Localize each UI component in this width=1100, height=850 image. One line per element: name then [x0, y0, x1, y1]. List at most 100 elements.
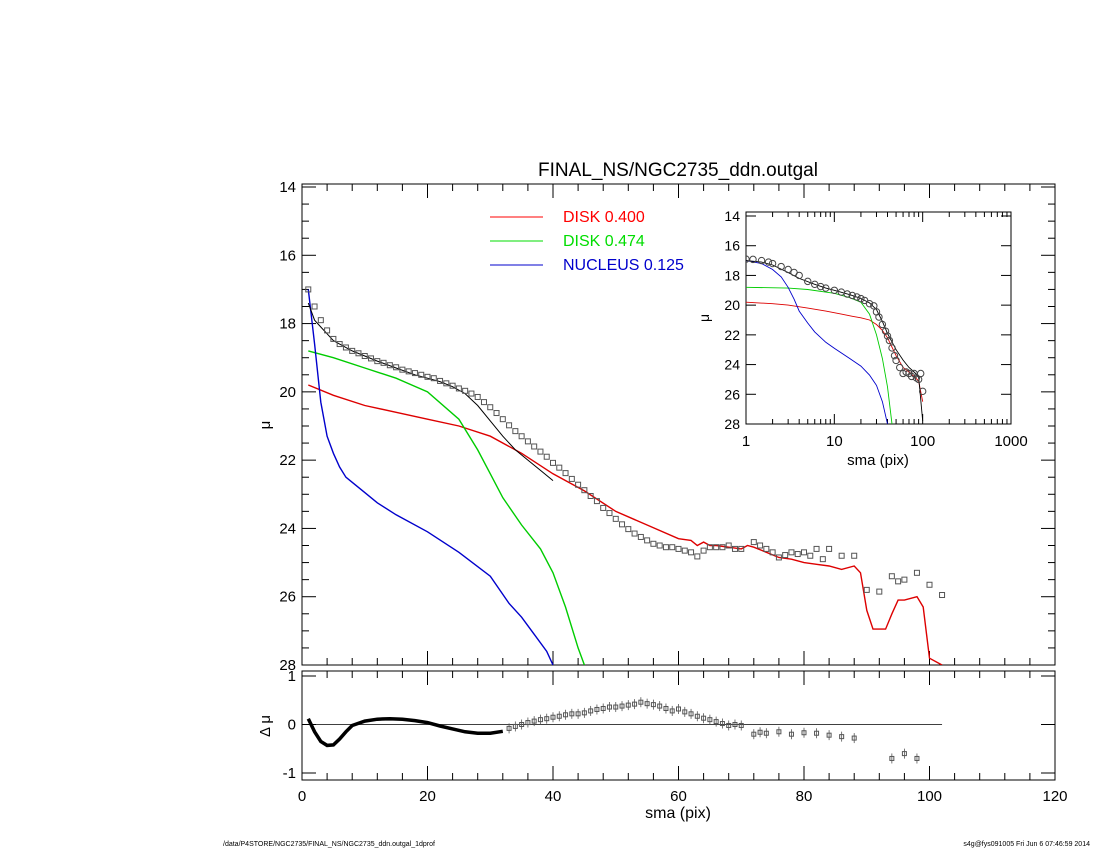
main-y-tick-label: 14	[279, 179, 296, 196]
main-obs-point	[782, 552, 789, 559]
res-point	[889, 755, 895, 761]
res-point	[688, 711, 694, 717]
main-obs-point	[437, 377, 444, 384]
inset-obs-point	[804, 277, 812, 286]
res-curve	[306, 716, 504, 748]
res-point	[519, 722, 525, 727]
inset-obs-point	[865, 299, 874, 308]
res-point	[512, 723, 518, 729]
res-point	[594, 706, 600, 712]
inset-obs-point	[888, 344, 896, 352]
main-obs-point	[424, 373, 431, 380]
inset-obs-point	[749, 255, 757, 264]
res-point	[531, 718, 537, 724]
main-obs-point	[688, 549, 695, 556]
inset-obs-point	[875, 313, 883, 321]
main-obs-point	[625, 526, 632, 533]
main-obs-point	[562, 470, 569, 477]
inset-obs-point	[822, 284, 830, 292]
res-point	[600, 705, 606, 711]
main-obs-point	[939, 592, 946, 599]
inset-x-axis-label: sma (pix)	[847, 452, 909, 469]
res-point	[638, 699, 644, 705]
main-obs-point	[449, 382, 456, 389]
main-obs-point	[480, 399, 487, 406]
inset-y-tick-label: 24	[724, 357, 740, 373]
res-point	[814, 730, 820, 736]
inset-y-tick-label: 22	[724, 327, 740, 343]
main-obs-point	[311, 303, 318, 310]
main-obs-point	[368, 355, 375, 362]
inset-obs-point	[795, 271, 803, 280]
res-point	[644, 701, 650, 707]
inset-y-axis-label: μ	[696, 314, 712, 322]
main-y-tick-label: 16	[279, 247, 296, 264]
inset-obs-point	[746, 255, 750, 263]
main-y-tick-label: 28	[279, 657, 296, 674]
main-obs-point	[775, 554, 782, 561]
res-x-tick-label: 100	[917, 788, 942, 805]
inset-obs-point	[853, 293, 861, 301]
main-obs-point	[669, 544, 676, 551]
main-obs-point	[418, 371, 425, 378]
main-obs-point	[305, 286, 312, 293]
inset-y-tick-label: 20	[724, 297, 740, 313]
main-obs-point	[926, 581, 933, 588]
main-obs-point	[493, 410, 500, 417]
inset-obs-point	[757, 256, 766, 265]
main-obs-point	[731, 545, 738, 552]
inset-obs-point	[784, 265, 792, 274]
main-nucleus-line	[307, 289, 554, 665]
footer-file-path: /data/P4STORE/NGC2735/FINAL_NS/NGC2735_d…	[223, 841, 435, 848]
main-series-group	[305, 286, 946, 665]
inset-obs-point	[843, 290, 851, 298]
main-y-tick-label: 22	[279, 452, 296, 469]
res-point	[525, 720, 531, 726]
inset-plot-frame	[745, 211, 1012, 425]
main-obs-point	[380, 359, 387, 366]
main-obs-point	[713, 544, 720, 551]
main-obs-point	[681, 547, 688, 554]
main-disk2-line	[308, 350, 586, 665]
main-obs-point	[587, 492, 594, 499]
res-point	[751, 731, 757, 737]
residual-x-axis-label: sma (pix)	[645, 805, 711, 822]
res-point	[676, 706, 681, 712]
inset-model-line	[746, 260, 924, 422]
main-obs-point	[863, 586, 870, 593]
main-obs-point	[411, 370, 418, 377]
res-point	[613, 704, 619, 710]
res-point	[619, 703, 625, 709]
res-point	[544, 716, 550, 722]
inset-obs-point	[892, 356, 900, 365]
main-obs-point	[361, 353, 368, 360]
res-point	[701, 715, 707, 721]
res-point	[569, 711, 575, 717]
main-obs-point	[769, 549, 776, 556]
inset-y-tick-label: 16	[724, 238, 740, 254]
main-panel: 14 16 18 20 22 24 26 28	[279, 179, 1056, 674]
res-point	[650, 702, 656, 708]
res-point	[506, 725, 512, 731]
res-point	[713, 719, 719, 725]
main-obs-point	[593, 498, 600, 505]
res-y-tick-label: -1	[283, 765, 296, 782]
main-obs-point	[788, 549, 795, 556]
main-obs-point	[750, 539, 757, 546]
main-obs-point	[826, 545, 833, 552]
main-obs-point	[851, 552, 858, 559]
main-disk1-line	[308, 384, 943, 665]
main-obs-point	[556, 464, 563, 471]
main-obs-point	[819, 556, 826, 563]
main-obs-point	[324, 327, 331, 334]
main-obs-point	[725, 542, 732, 549]
main-obs-point	[405, 368, 412, 375]
residual-plot-frame	[301, 670, 1056, 781]
res-x-tick-label: 0	[298, 788, 306, 805]
res-point	[606, 704, 612, 710]
inset-obs-point	[830, 286, 839, 294]
inset-nucleus-line	[746, 260, 888, 424]
main-obs-point	[581, 487, 588, 494]
